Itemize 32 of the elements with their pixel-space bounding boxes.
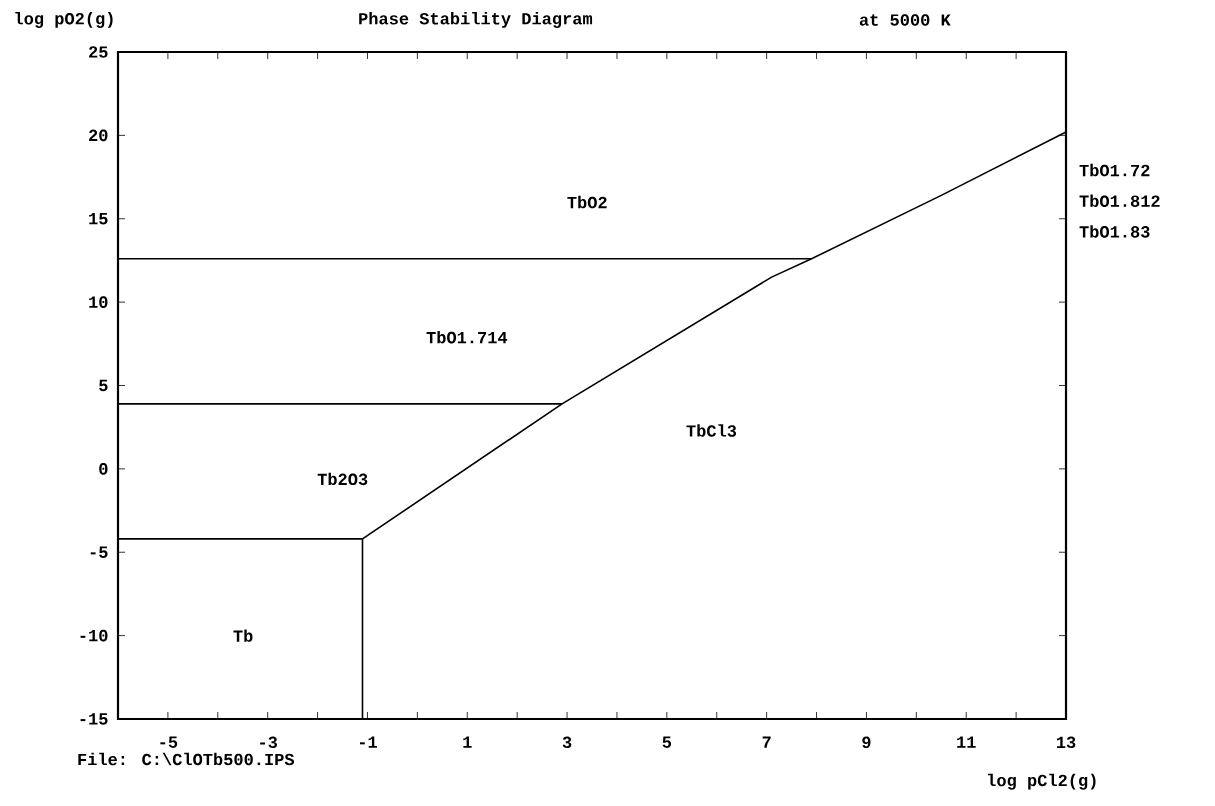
x-tick-label: 13 [1056, 736, 1076, 749]
y-tick-label: 15 [89, 213, 108, 225]
annotation: Tb2O3 [317, 472, 368, 486]
text: TbO1.72 [1079, 163, 1150, 177]
annotation: Tb [233, 629, 253, 642]
x-tick-label: 1 [463, 736, 472, 748]
y-tick-label: -10 [80, 629, 108, 642]
y-tick-label: 5 [99, 379, 108, 392]
x-tick-label: 9 [862, 736, 871, 749]
x-tick-label: -3 [260, 736, 278, 749]
chart-subtitle: at 5000 K [859, 14, 951, 26]
annotation: TbCl3 [686, 424, 737, 437]
y-tick-label: -15 [80, 713, 108, 725]
y-tick-label: 0 [99, 463, 108, 475]
text: File: C:\ClOTb500.IPS [78, 752, 295, 766]
y-tick-label: 20 [89, 129, 108, 142]
y-tick-label: 10 [89, 296, 108, 308]
y-tick-label: 25 [89, 46, 108, 58]
x-tick-label: 3 [562, 736, 572, 749]
x-tick-label: 11 [957, 736, 976, 748]
chart-title: Phase Stability Diagram [359, 12, 593, 28]
x-axis-title: log pCl2(g) [988, 773, 1096, 790]
annotation: TbO1.714 [426, 330, 508, 344]
x-tick-label: -5 [160, 736, 178, 748]
text: TbO1.812 [1079, 194, 1160, 207]
x-tick-label: 5 [662, 736, 672, 748]
y-tick-label: -5 [90, 546, 108, 558]
x-tick-label: -1 [359, 736, 377, 748]
annotation: TbO2 [567, 195, 607, 209]
x-tick-label: 7 [762, 736, 771, 748]
text: TbO1.83 [1079, 225, 1150, 238]
y-axis-title: log pO2(g) [15, 12, 113, 28]
